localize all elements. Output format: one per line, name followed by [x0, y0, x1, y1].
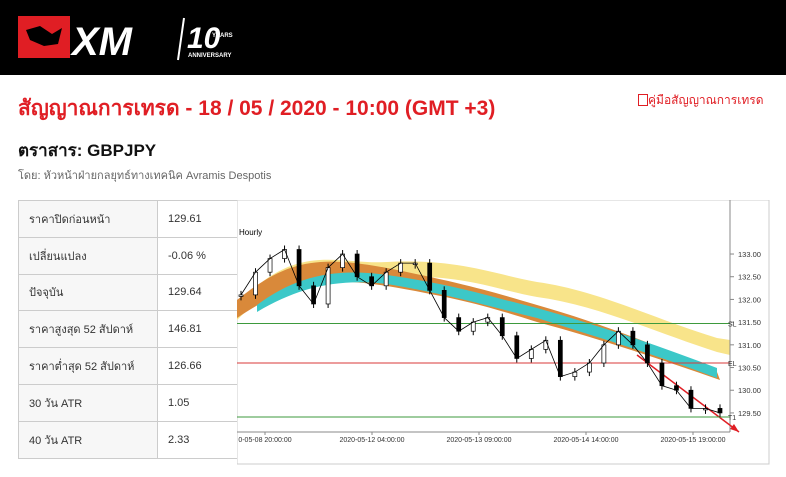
label-cell: ราคาปิดก่อนหน้า [18, 200, 158, 238]
candle [645, 344, 650, 364]
candle [325, 267, 331, 305]
logo-text: XM [70, 20, 134, 64]
table-row: ราคาสูงสุด 52 สัปดาห์ 146.81 [18, 310, 238, 349]
label-cell: เปลี่ยนแปลง [18, 236, 158, 275]
x-tick-label: 0-05-08 20:00:00 [238, 437, 291, 444]
badge: 10 [187, 22, 221, 55]
value-cell: 129.61 [157, 200, 238, 238]
candle [616, 330, 621, 346]
table-row: ราคาต่ำสุด 52 สัปดาห์ 126.66 [18, 347, 238, 385]
value-cell: 129.64 [157, 273, 238, 312]
table-row: 40 วัน ATR 2.33 [18, 420, 238, 459]
candle [528, 349, 534, 359]
candle [688, 389, 694, 409]
timeframe: Hourly [239, 228, 262, 237]
candle [456, 317, 462, 332]
candle [499, 317, 505, 337]
y-tick-label: 129.50 [738, 409, 761, 418]
y-tick-label: 133.00 [738, 250, 761, 259]
level-label: T1 [728, 415, 736, 422]
y-tick-label: 131.00 [738, 341, 761, 350]
value-cell: -0.06 % [157, 236, 238, 275]
label-cell: ราคาต่ำสุด 52 สัปดาห์ [18, 347, 158, 385]
x-tick-label: 2020-05-13 09:00:00 [447, 437, 512, 444]
level-label: SL [728, 321, 737, 328]
table-row: ปัจจุบัน 129.64 [18, 273, 238, 312]
author: โดย: หัวหน้าฝ่ายกลยุทธ์ทางเทคนิค Avramis… [18, 170, 272, 182]
y-tick-label: 132.00 [738, 295, 761, 304]
y-tick-label: 132.50 [738, 273, 761, 282]
table-row: 30 วัน ATR 1.05 [18, 383, 238, 422]
label-cell: 40 วัน ATR [18, 420, 158, 459]
y-tick-label: 130.50 [738, 364, 761, 373]
value-cell: 2.33 [157, 420, 238, 459]
logo[interactable]: XM 10 YEARS ANNIVERSARY [0, 0, 786, 75]
trend-arrow [636, 354, 740, 433]
table-row: ราคาปิดก่อนหน้า 129.61 [18, 200, 238, 238]
logo-bull [26, 26, 62, 46]
value-cell: 146.81 [157, 310, 238, 349]
candle [296, 249, 302, 287]
y-tick-label: 131.50 [738, 318, 761, 327]
badge-years: YEARS [212, 33, 233, 39]
divider [177, 17, 185, 61]
candle [383, 271, 389, 287]
candle [470, 321, 476, 332]
candle [717, 408, 723, 414]
band-teal [257, 272, 717, 378]
band-orange [237, 261, 720, 380]
arrow-head [730, 424, 739, 432]
info-table: ราคาปิดก่อนหน้า 129.61 เปลี่ยนแปลง -0.06 % ป… [18, 200, 238, 459]
chart: Hourly 129.50 130.00 130.50 131.00 131.50 132… [237, 200, 770, 465]
level-label: EL [728, 361, 737, 368]
candle [354, 253, 360, 278]
table-row: เปลี่ยนแปลง -0.06 % [18, 236, 238, 275]
header: XM 10 YEARS ANNIVERSARY [0, 0, 786, 75]
zigzag [240, 248, 721, 414]
candle [398, 262, 404, 273]
candle [267, 258, 273, 273]
label-cell: ราคาสูงสุด 52 สัปดาห์ [18, 310, 158, 349]
candle [427, 262, 433, 291]
label-cell: ปัจจุบัน [18, 273, 158, 312]
candle [587, 362, 592, 373]
x-tick-label: 2020-05-12 04:00:00 [340, 437, 405, 444]
candle [253, 271, 258, 296]
candle [659, 362, 665, 387]
candle [557, 339, 563, 377]
badge-sub: ANNIVERSARY [188, 53, 231, 59]
candle [441, 289, 447, 318]
value-cell: 126.66 [157, 347, 238, 385]
instrument: ตราสาร: GBPJPY [18, 141, 157, 160]
guide-link[interactable]: คู่มือสัญญาณการเทรด [638, 91, 764, 110]
candle [514, 335, 520, 359]
page-title: สัญญาณการเทรด - 18 / 05 / 2020 - 10:00 (… [18, 97, 496, 120]
x-tick-label: 2020-05-15 19:00:00 [661, 437, 726, 444]
pdf-icon [638, 94, 648, 106]
candle [238, 294, 244, 297]
value-cell: 1.05 [157, 383, 238, 422]
y-tick-label: 130.00 [738, 386, 761, 395]
candle [630, 330, 636, 346]
candle [601, 344, 607, 364]
guide-link-text[interactable]: คู่มือสัญญาณการเทรด [648, 93, 764, 107]
band-yellow [237, 259, 730, 355]
x-tick-label: 2020-05-14 14:00:00 [554, 437, 619, 444]
label-cell: 30 วัน ATR [18, 383, 158, 422]
